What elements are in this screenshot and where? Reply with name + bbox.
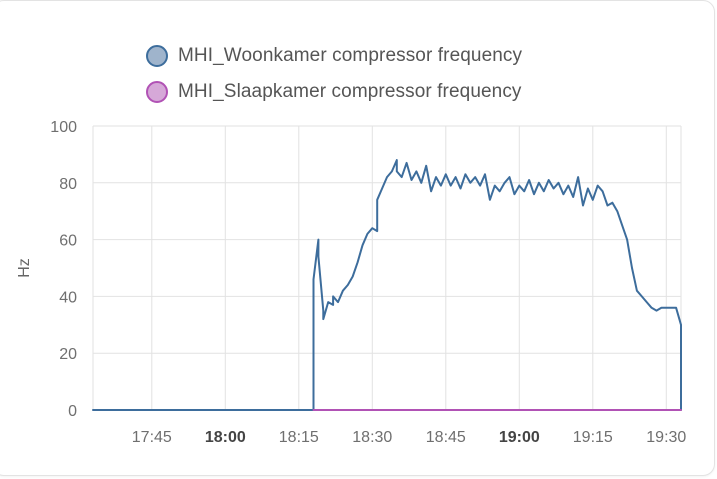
x-tick-label: 19:30 — [646, 429, 686, 446]
y-tick-label: 100 — [50, 119, 77, 136]
series-line-woonkamer — [92, 159, 682, 411]
x-axis-ticks: 17:45 18:00 18:15 18:30 18:45 19:00 19:15 19:30 — [132, 429, 687, 446]
x-tick-label: 19:15 — [573, 429, 613, 446]
y-tick-label: 60 — [59, 233, 77, 250]
y-tick-label: 0 — [68, 403, 77, 420]
x-tick-label: 19:00 — [499, 429, 540, 446]
x-tick-label: 18:30 — [352, 429, 392, 446]
legend-label-woonkamer: MHI_Woonkamer compressor frequency — [178, 45, 523, 66]
y-tick-label: 80 — [59, 176, 77, 193]
y-axis-label: Hz — [16, 258, 33, 278]
chart-grid — [92, 125, 682, 411]
legend-item-slaapkamer[interactable]: MHI_Slaapkamer compressor frequency — [146, 74, 522, 110]
x-tick-label: 17:45 — [132, 429, 172, 446]
x-tick-label: 18:45 — [426, 429, 466, 446]
legend-swatch-woonkamer — [146, 45, 168, 67]
legend-swatch-slaapkamer — [146, 81, 168, 103]
legend-item-woonkamer[interactable]: MHI_Woonkamer compressor frequency — [146, 38, 522, 74]
legend-label-slaapkamer: MHI_Slaapkamer compressor frequency — [178, 81, 522, 102]
chart-legend: MHI_Woonkamer compressor frequency MHI_S… — [146, 38, 522, 110]
y-axis-ticks: 0 20 40 60 80 100 — [50, 119, 77, 420]
series-lines — [92, 159, 682, 411]
x-tick-label: 18:00 — [205, 429, 246, 446]
x-tick-label: 18:15 — [279, 429, 319, 446]
y-tick-label: 40 — [59, 289, 77, 306]
y-tick-label: 20 — [59, 346, 77, 363]
